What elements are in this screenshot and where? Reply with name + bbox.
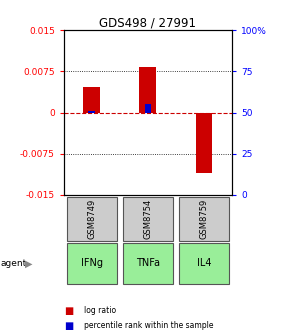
Text: ■: ■: [64, 306, 73, 316]
Text: GSM8759: GSM8759: [200, 199, 209, 239]
Bar: [123, 197, 173, 241]
Text: agent: agent: [0, 259, 27, 268]
Text: percentile rank within the sample: percentile rank within the sample: [84, 322, 214, 330]
Text: GSM8749: GSM8749: [87, 199, 96, 239]
Bar: [67, 197, 117, 241]
Bar: [139, 67, 156, 113]
Text: IL4: IL4: [197, 258, 211, 268]
Text: TNFa: TNFa: [136, 258, 160, 268]
Bar: [144, 104, 151, 113]
Bar: [195, 113, 212, 173]
Text: ▶: ▶: [25, 258, 32, 268]
Bar: [67, 243, 117, 284]
Text: log ratio: log ratio: [84, 306, 116, 315]
Bar: [179, 197, 229, 241]
Text: IFNg: IFNg: [81, 258, 103, 268]
Bar: [123, 243, 173, 284]
Text: GSM8754: GSM8754: [143, 199, 153, 239]
Bar: [84, 87, 100, 113]
Bar: [88, 111, 95, 113]
Title: GDS498 / 27991: GDS498 / 27991: [99, 16, 196, 29]
Bar: [179, 243, 229, 284]
Text: ■: ■: [64, 321, 73, 331]
